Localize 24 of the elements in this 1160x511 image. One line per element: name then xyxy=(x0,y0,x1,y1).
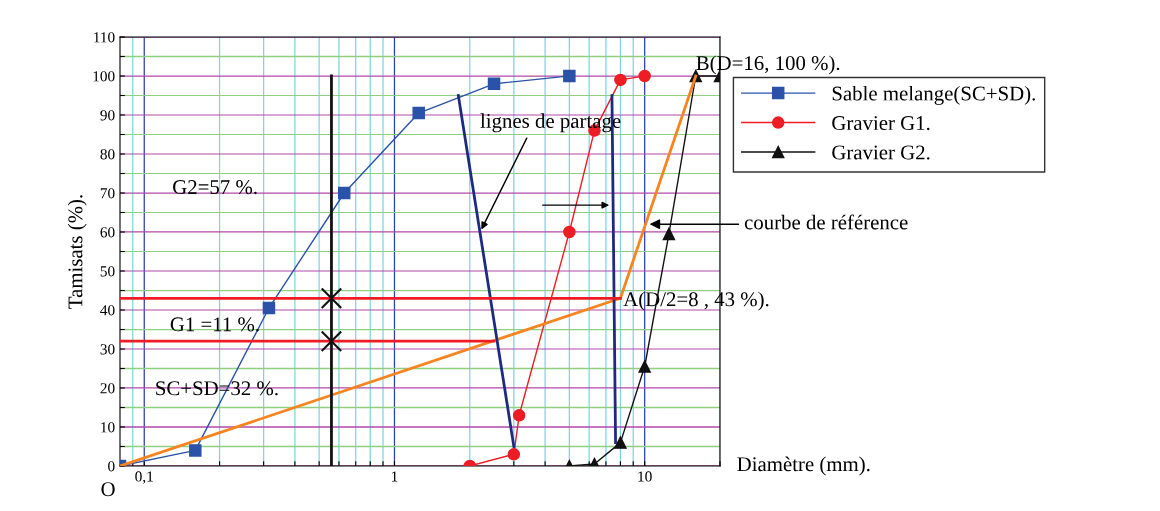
legend-label: Sable melange(SC+SD). xyxy=(832,85,1035,105)
x-tick-label: 1 xyxy=(391,471,398,482)
y-axis-title: Tamisats (%). xyxy=(67,195,87,309)
y-tick-label: 100 xyxy=(93,71,115,82)
y-tick-label: 80 xyxy=(100,149,115,160)
annotation: O xyxy=(101,482,115,497)
x-tick-label: 0,1 xyxy=(135,471,153,484)
legend-label: Gravier G2. xyxy=(832,145,930,160)
annotation: courbe de référence xyxy=(744,214,908,230)
y-tick-label: 90 xyxy=(100,110,115,121)
y-tick-label: 30 xyxy=(100,344,115,355)
y-tick-label: 40 xyxy=(100,305,115,316)
y-tick-label: 20 xyxy=(100,383,115,394)
x-axis-title: Diamètre (mm). xyxy=(737,456,870,476)
y-tick-label: 70 xyxy=(100,188,115,199)
annotation: G1 =11 %. xyxy=(170,317,259,332)
y-tick-label: 0 xyxy=(108,461,115,472)
y-tick-label: 50 xyxy=(100,266,115,277)
y-tick-label: 10 xyxy=(101,422,115,433)
y-tick-label: 110 xyxy=(94,32,115,43)
x-tick-label: 10 xyxy=(638,471,652,482)
annotation: G2=57 %. xyxy=(173,180,257,195)
y-tick-label: 60 xyxy=(100,227,115,238)
legend-label: Gravier G1. xyxy=(832,116,930,131)
